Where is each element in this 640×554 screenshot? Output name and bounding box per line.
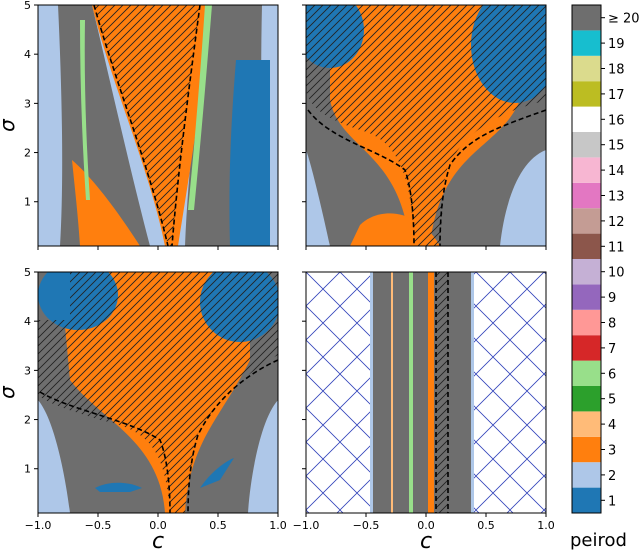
colorbar-swatch bbox=[572, 55, 601, 82]
colorbar-swatch bbox=[572, 208, 601, 234]
colorbar-swatch bbox=[572, 81, 601, 107]
colorbar-tick-label: 14 bbox=[608, 164, 625, 179]
colorbar-tick-label: 16 bbox=[608, 113, 625, 128]
region-period-3-wing bbox=[72, 160, 140, 246]
colorbar-swatch bbox=[572, 233, 601, 259]
colorbar-swatch bbox=[572, 132, 601, 158]
colorbar-swatch bbox=[572, 487, 601, 513]
region-period-1-lower-left bbox=[95, 482, 142, 492]
panel-top-right bbox=[306, 5, 546, 246]
x-tick-label: 0.5 bbox=[209, 519, 227, 532]
y-axis-label: σ bbox=[0, 118, 19, 132]
colorbar-tick-label: 4 bbox=[608, 418, 616, 433]
x-tick-label: −0.5 bbox=[85, 519, 112, 532]
x-tick-label: 0.5 bbox=[477, 519, 495, 532]
region-hatched bbox=[94, 5, 200, 246]
colorbar-tick-label: 6 bbox=[608, 367, 616, 382]
colorbar-swatch bbox=[572, 284, 601, 310]
region-period-1-lower-right bbox=[200, 458, 234, 488]
colorbar-tick-label: 8 bbox=[608, 317, 616, 332]
colorbar-frame bbox=[571, 4, 602, 514]
colorbar-tick-label: 12 bbox=[608, 215, 625, 230]
colorbar-swatch bbox=[572, 309, 601, 336]
panel-bottom-left bbox=[38, 272, 278, 513]
region-hatched bbox=[38, 272, 278, 513]
colorbar-tick-label: 2 bbox=[608, 469, 616, 484]
y-tick-label: 2 bbox=[24, 414, 31, 427]
region-hatched bbox=[306, 5, 546, 246]
colorbar-swatch bbox=[572, 411, 601, 437]
colorbar-tick-label: 5 bbox=[608, 393, 616, 408]
colorbar-tick-label: 10 bbox=[608, 266, 625, 281]
colorbar-swatch bbox=[572, 462, 601, 488]
y-tick-label: 5 bbox=[24, 266, 31, 279]
band-period-3 bbox=[428, 272, 434, 513]
colorbar-swatch bbox=[572, 157, 601, 183]
colorbar-tick-label: 18 bbox=[608, 63, 625, 78]
colorbar-swatch bbox=[572, 106, 601, 132]
y-tick-label: 5 bbox=[24, 0, 31, 12]
x-axis-label: c bbox=[420, 529, 432, 554]
colorbar-swatch bbox=[572, 386, 601, 412]
boundary-dashed bbox=[307, 109, 546, 246]
x-tick-label: 0.0 bbox=[417, 519, 435, 532]
x-tick-label: −1.0 bbox=[293, 519, 320, 532]
axes-layer: 1 2 3 4 5 σ 1 2 3 4 5 −1.0 −0.5 0.0 0.5 1.0 σ c −1.0 −0.5 0.… bbox=[0, 0, 555, 554]
region-period-6-band-2 bbox=[80, 20, 90, 200]
panel-bottom-right bbox=[306, 272, 546, 513]
band-period-4 bbox=[391, 272, 393, 513]
colorbar-tick-label: 17 bbox=[608, 88, 625, 103]
y-tick-label: 3 bbox=[24, 364, 31, 377]
x-tick-label: 0.0 bbox=[149, 519, 167, 532]
x-tick-label: −0.5 bbox=[353, 519, 380, 532]
y-tick-label: 3 bbox=[24, 97, 31, 110]
region-period-6-band bbox=[188, 5, 212, 210]
colorbar-tick-label: 3 bbox=[608, 444, 616, 459]
y-tick-label: 4 bbox=[24, 315, 31, 328]
colorbar-swatch bbox=[572, 360, 601, 386]
colorbar-swatch bbox=[572, 436, 601, 463]
band-period-6 bbox=[409, 272, 413, 513]
y-axis-label: σ bbox=[0, 385, 19, 399]
colorbar-label: peirod bbox=[570, 530, 627, 551]
y-tick-label: 1 bbox=[24, 463, 31, 476]
region-period-1-right bbox=[229, 60, 270, 246]
colorbar-tick-label: 11 bbox=[608, 240, 625, 255]
y-tick-label: 2 bbox=[24, 147, 31, 160]
x-tick-label: 1.0 bbox=[269, 519, 287, 532]
colorbar-tick-label: 15 bbox=[608, 139, 625, 154]
colorbar-tick-label: 13 bbox=[608, 190, 625, 205]
colorbar-tick-label: 1 bbox=[608, 494, 616, 509]
x-axis-label: c bbox=[152, 529, 164, 554]
band-chaotic bbox=[373, 272, 471, 513]
boundary-dashed bbox=[39, 359, 278, 513]
x-tick-label: 1.0 bbox=[537, 519, 555, 532]
colorbar-swatch bbox=[572, 182, 601, 209]
colorbar-tick-label: 19 bbox=[608, 37, 625, 52]
colorbar-tick-label: ≥ 20 bbox=[608, 12, 640, 27]
boundary-dashed bbox=[93, 5, 201, 246]
y-tick-label: 1 bbox=[24, 196, 31, 209]
colorbar-tick-label: 7 bbox=[608, 342, 616, 357]
colorbar-swatch bbox=[572, 259, 601, 285]
colorbar-swatch bbox=[572, 5, 601, 31]
band-hatched bbox=[436, 272, 448, 513]
x-tick-label: −1.0 bbox=[25, 519, 52, 532]
panel-top-left bbox=[38, 5, 278, 246]
colorbar-swatch bbox=[572, 335, 601, 361]
colorbar-swatch bbox=[572, 30, 601, 56]
colorbar-tick-label: 9 bbox=[608, 291, 616, 306]
y-tick-label: 4 bbox=[24, 48, 31, 61]
